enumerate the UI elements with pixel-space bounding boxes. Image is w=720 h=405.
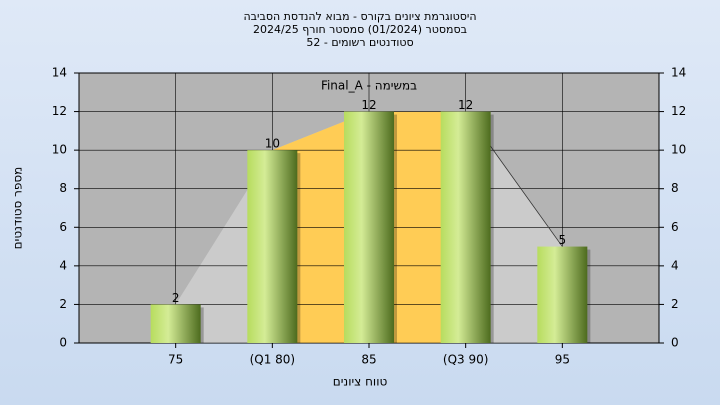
value-label: 12 (458, 98, 473, 112)
y-tick-label: 4 (59, 258, 67, 272)
y-tick-label: 8 (59, 181, 67, 195)
y2-tick-label: 6 (671, 220, 679, 234)
bar (344, 111, 394, 343)
bar (537, 246, 588, 343)
y2-tick-label: 4 (671, 258, 679, 272)
y-tick-label: 12 (52, 104, 67, 118)
subtitle: במשימה - Final_A (321, 79, 417, 93)
y-tick-label: 0 (59, 336, 67, 350)
y2-tick-label: 2 (671, 297, 679, 311)
x-tick-label: (Q3 90) (443, 353, 489, 367)
bar (247, 150, 298, 343)
y2-tick-label: 0 (671, 336, 679, 350)
x-tick-label: 75 (168, 353, 183, 367)
y2-tick-label: 12 (671, 104, 686, 118)
y-tick-label: 10 (52, 143, 67, 157)
value-label: 2 (172, 291, 180, 305)
x-axis-label: טווח ציונים (333, 375, 388, 389)
x-tick-label: 85 (361, 353, 376, 367)
y2-tick-label: 8 (671, 181, 679, 195)
y-axis-label: מספר סטודנטים (11, 167, 25, 250)
y-tick-label: 2 (59, 297, 67, 311)
x-tick-label: 95 (555, 353, 570, 367)
value-label: 10 (265, 137, 280, 151)
value-label: 5 (559, 233, 567, 247)
bar (150, 304, 201, 343)
x-tick-label: (Q1 80) (250, 353, 296, 367)
y-tick-label: 6 (59, 220, 67, 234)
y-tick-label: 14 (52, 66, 67, 80)
y2-tick-label: 14 (671, 66, 686, 80)
title-line: בסמסטר (01/2024) סמסטר חורף 2024/25 (253, 23, 467, 36)
bar (440, 111, 491, 343)
y2-tick-label: 10 (671, 143, 686, 157)
title-line: סטודנטים רשומים - 52 (306, 36, 413, 49)
title-line: היסטוגרמת ציונים בקורס - מבוא להנדסת הסב… (243, 10, 476, 23)
value-label: 12 (361, 98, 376, 112)
